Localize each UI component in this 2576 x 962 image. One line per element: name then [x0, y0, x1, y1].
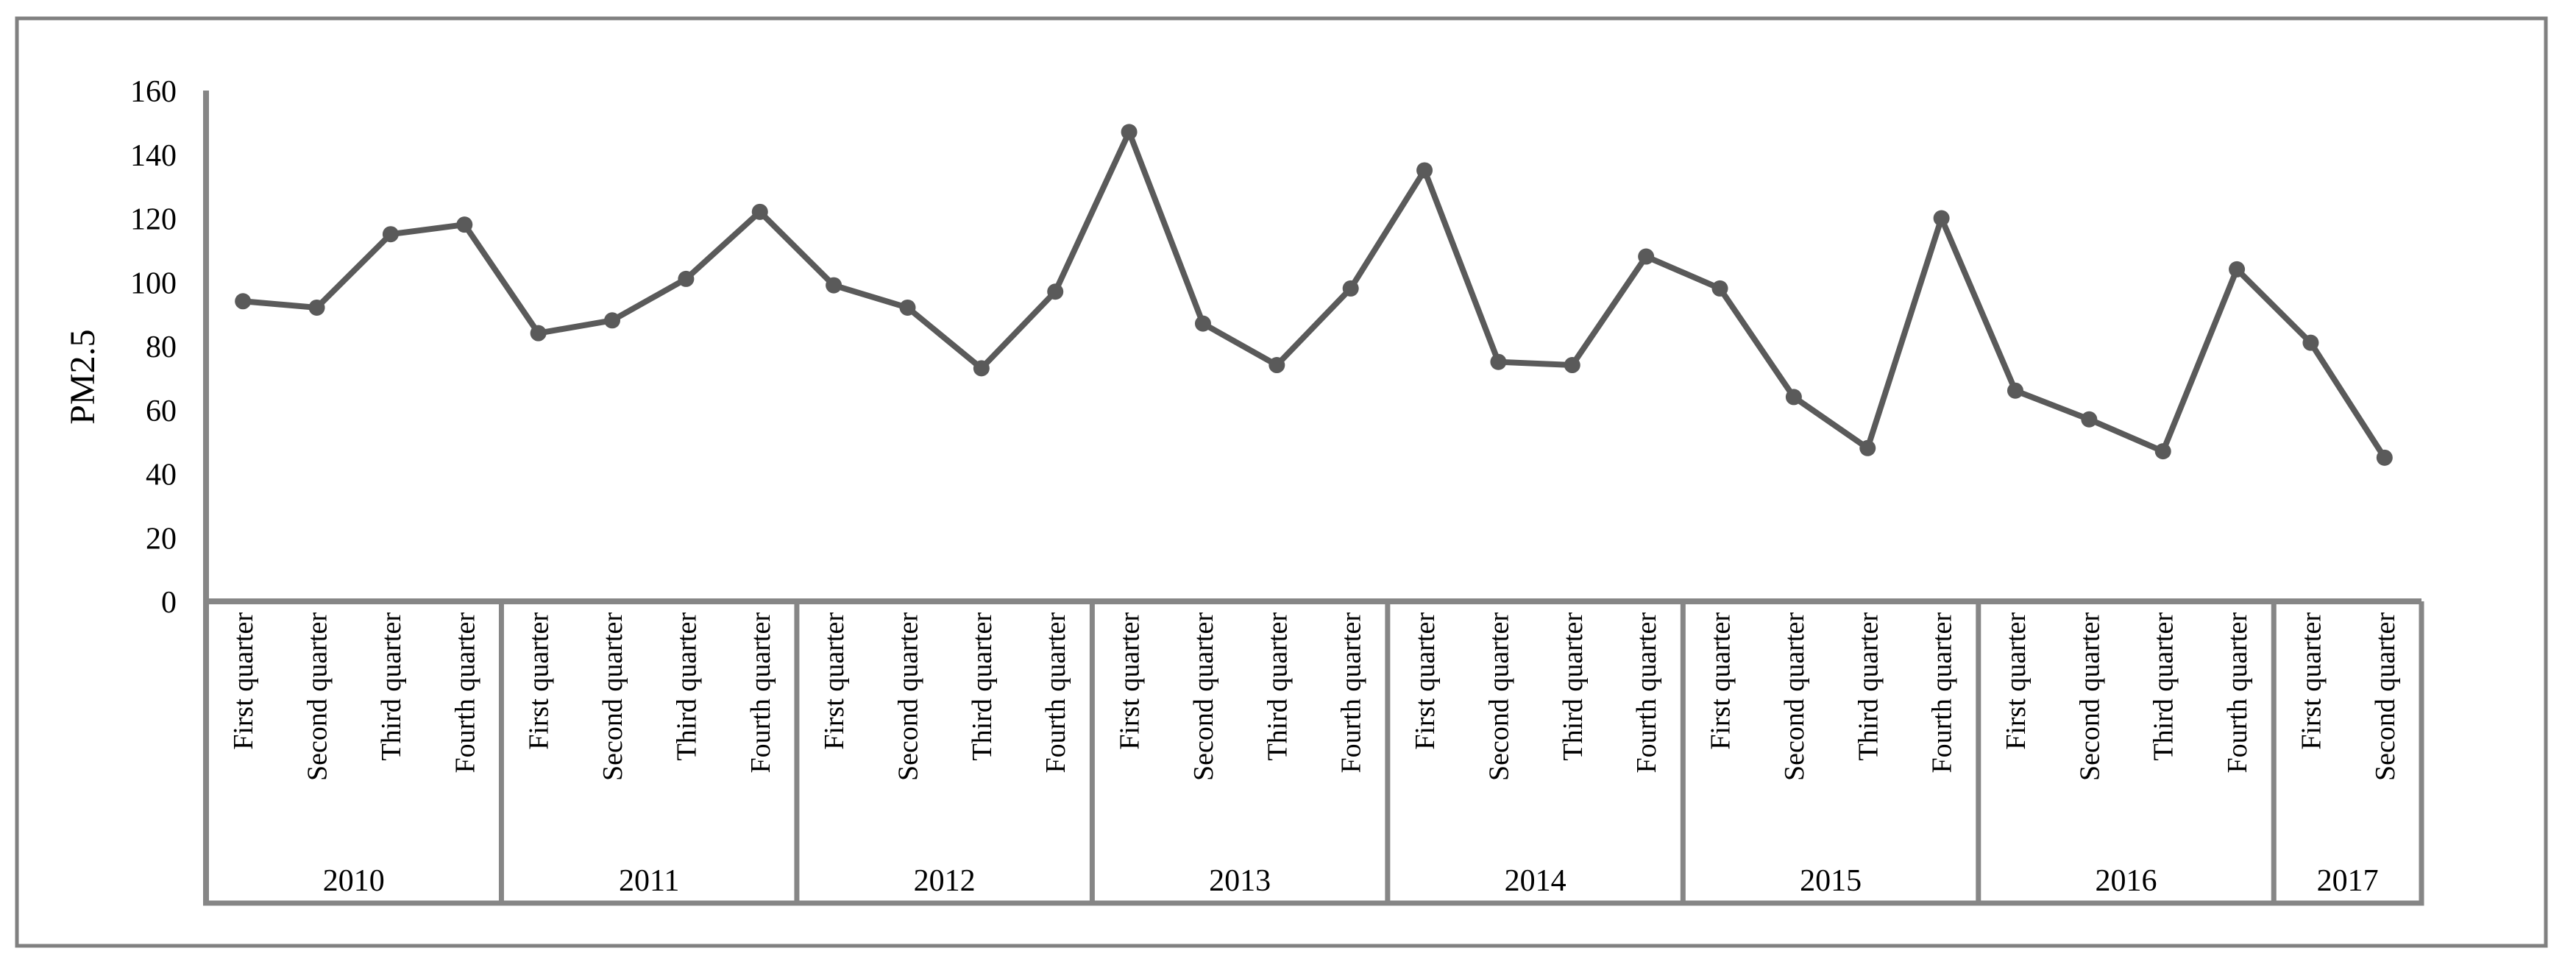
x-axis-quarter-label: Second quarter [1188, 612, 1219, 781]
x-axis-quarter-label: Second quarter [893, 612, 923, 781]
data-point-marker [456, 216, 473, 233]
data-point-marker [1711, 280, 1728, 297]
data-point-marker [1047, 283, 1064, 300]
data-point-marker [2229, 261, 2246, 277]
data-point-marker [1490, 353, 1507, 370]
x-axis-quarter-label: Third quarter [2149, 612, 2179, 761]
x-axis-quarter-label: First quarter [2001, 612, 2032, 750]
data-point-marker [1121, 124, 1138, 141]
x-axis-quarter-label: Second quarter [1779, 612, 1810, 781]
x-axis-quarter-label: Second quarter [2370, 612, 2401, 781]
x-axis-quarter-label: Second quarter [597, 612, 628, 781]
x-axis-year-label: 2010 [323, 864, 385, 898]
x-axis-year-label: 2014 [1505, 864, 1566, 898]
data-point-marker [235, 293, 252, 310]
data-point-marker [973, 360, 990, 377]
data-point-marker [1342, 280, 1359, 297]
x-axis-quarter-label: First quarter [819, 612, 850, 750]
x-axis-quarter-label: Fourth quarter [2222, 612, 2253, 774]
data-point-marker [1638, 248, 1655, 265]
x-axis-quarter-label: Third quarter [1558, 612, 1589, 761]
data-point-marker [1194, 315, 1211, 332]
data-point-marker [604, 312, 621, 329]
x-axis-quarter-label: Fourth quarter [1927, 612, 1958, 774]
x-axis-quarter-label: Third quarter [1262, 612, 1293, 761]
x-axis-quarter-label: First quarter [2296, 612, 2327, 750]
data-point-marker [899, 299, 916, 316]
x-axis-quarter-label: Second quarter [302, 612, 333, 781]
y-axis-tick-label: 140 [130, 139, 177, 173]
y-axis-tick-label: 100 [130, 266, 177, 300]
x-axis-year-label: 2017 [2317, 864, 2379, 898]
y-axis-tick-label: 160 [130, 75, 177, 109]
data-point-marker [1416, 162, 1433, 179]
x-axis-quarter-label: Second quarter [2074, 612, 2105, 781]
data-point-marker [678, 270, 695, 287]
x-axis-quarter-label: First quarter [1115, 612, 1146, 750]
x-axis-year-label: 2013 [1209, 864, 1271, 898]
x-axis-quarter-label: Fourth quarter [745, 612, 776, 774]
x-axis-year-label: 2015 [1800, 864, 1862, 898]
data-point-marker [382, 226, 399, 243]
y-axis-tick-label: 120 [130, 203, 177, 237]
x-axis-year-label: 2012 [914, 864, 976, 898]
x-axis-quarter-label: Second quarter [1483, 612, 1514, 781]
x-axis-quarter-label: Third quarter [1853, 612, 1884, 761]
x-axis-quarter-label: Fourth quarter [1336, 612, 1367, 774]
data-point-marker [1785, 389, 1802, 406]
data-point-marker [1859, 439, 1876, 456]
y-axis-tick-label: 60 [146, 395, 177, 428]
data-point-marker [826, 277, 842, 294]
data-point-marker [308, 299, 325, 316]
figure-outer-border [15, 16, 2548, 948]
data-point-marker [1564, 357, 1580, 374]
x-axis-quarter-label: Fourth quarter [1631, 612, 1662, 774]
data-point-marker [751, 203, 768, 220]
x-axis-quarter-label: First quarter [1706, 612, 1736, 750]
data-point-marker [1269, 357, 1285, 374]
x-axis-year-label: 2016 [2096, 864, 2157, 898]
y-axis-tick-label: 80 [146, 330, 177, 364]
data-point-marker [530, 325, 547, 342]
y-axis-tick-label: 20 [146, 522, 177, 556]
x-axis-quarter-label: Third quarter [671, 612, 702, 761]
pm25-series-line [240, 129, 2388, 461]
data-point-marker [2081, 411, 2098, 428]
y-axis-tick-label: 40 [146, 459, 177, 492]
x-axis-year-label: 2011 [619, 864, 679, 898]
x-axis-quarter-label: First quarter [524, 612, 555, 750]
y-axis-title: PM2.5 [63, 329, 102, 424]
data-point-marker [2376, 449, 2393, 466]
data-point-marker [2302, 334, 2319, 351]
x-axis-quarter-label: Fourth quarter [450, 612, 480, 774]
data-point-marker [2154, 443, 2171, 460]
x-axis-quarter-label: Fourth quarter [1040, 612, 1071, 774]
x-axis-quarter-label: First quarter [1410, 612, 1441, 750]
data-point-marker [2006, 382, 2023, 399]
x-axis-quarter-label: Third quarter [376, 612, 407, 761]
x-axis-quarter-label: Third quarter [967, 612, 998, 761]
x-axis-quarter-label: First quarter [228, 612, 259, 750]
data-point-marker [1933, 210, 1950, 227]
y-axis-tick-label: 0 [161, 586, 177, 620]
